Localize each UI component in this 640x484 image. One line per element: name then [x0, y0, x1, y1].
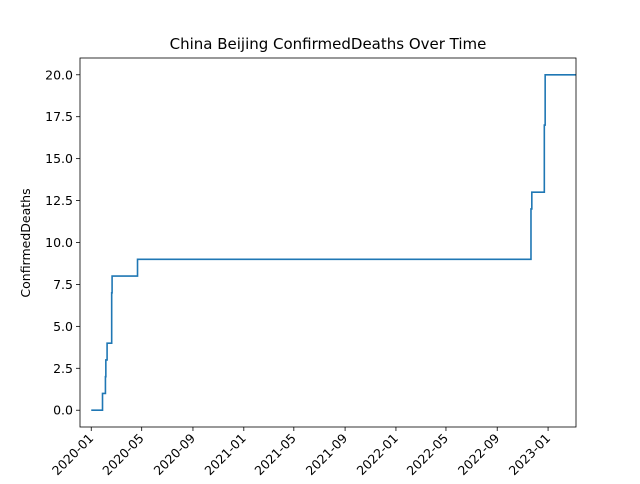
- y-tick-label: 15.0: [45, 151, 73, 166]
- y-tick-label: 10.0: [45, 235, 73, 250]
- y-tick-label: 17.5: [45, 109, 73, 124]
- y-tick-label: 0.0: [53, 403, 73, 418]
- y-tick-label: 20.0: [45, 67, 73, 82]
- y-tick-label: 12.5: [45, 193, 73, 208]
- chart-title: China Beijing ConfirmedDeaths Over Time: [170, 35, 487, 53]
- y-tick-label: 5.0: [53, 319, 73, 334]
- plot-frame: [79, 57, 577, 428]
- y-tick-label: 7.5: [53, 277, 73, 292]
- y-axis-title: ConfirmedDeaths: [18, 188, 33, 297]
- y-tick-label: 2.5: [53, 361, 73, 376]
- series-line: [91, 73, 576, 412]
